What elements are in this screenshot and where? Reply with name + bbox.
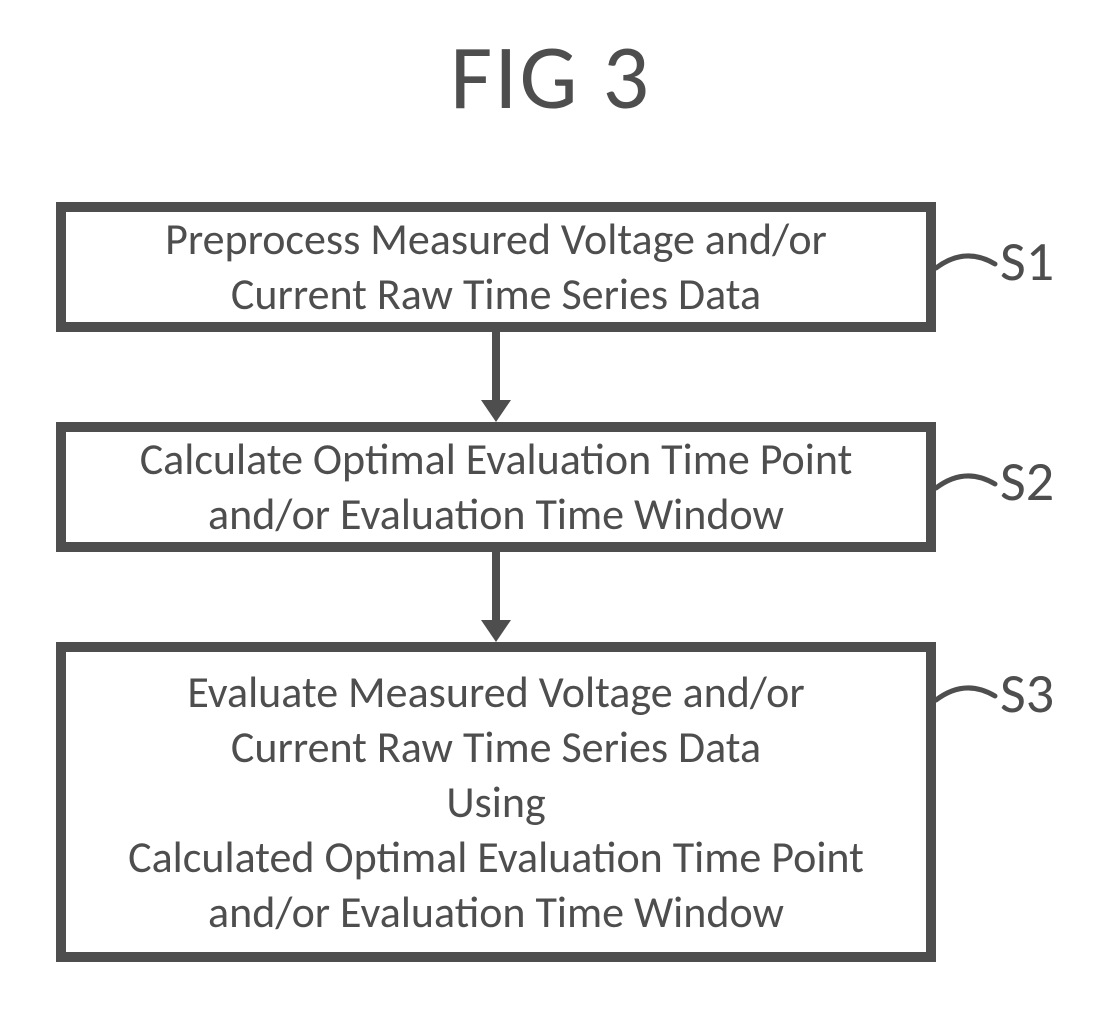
leader-s2-path: [936, 476, 995, 488]
arrow-s2-s3: [479, 552, 513, 642]
step-label-s3: S3: [1000, 660, 1054, 728]
figure-title: FIG 3: [0, 20, 1101, 133]
leader-s2: [932, 462, 999, 492]
arrow-s1-s2: [479, 332, 513, 422]
leader-s1: [932, 242, 999, 272]
flow-step-s3-line2: Current Raw Time Series Data: [231, 720, 761, 775]
flow-step-s2: Calculate Optimal Evaluation Time Point …: [56, 422, 936, 552]
flow-step-s2-line2: and/or Evaluation Time Window: [208, 487, 784, 542]
figure-canvas: FIG 3 Preprocess Measured Voltage and/or…: [0, 0, 1101, 1035]
flow-step-s1-line1: Preprocess Measured Voltage and/or: [165, 212, 827, 267]
step-label-s2: S2: [1000, 448, 1054, 516]
leader-s3: [932, 674, 999, 704]
arrow-s2-s3-head: [481, 620, 511, 642]
flow-step-s1-line2: Current Raw Time Series Data: [231, 267, 761, 322]
leader-s3-path: [936, 688, 995, 700]
flow-step-s3-line3: Using: [446, 775, 545, 830]
flow-step-s3-line5: and/or Evaluation Time Window: [208, 885, 784, 940]
leader-s1-path: [936, 256, 995, 268]
flow-step-s3: Evaluate Measured Voltage and/or Current…: [56, 642, 936, 962]
arrow-s1-s2-head: [481, 400, 511, 422]
step-label-s1: S1: [1000, 228, 1054, 296]
flow-step-s3-line4: Calculated Optimal Evaluation Time Point: [128, 830, 864, 885]
flow-step-s1: Preprocess Measured Voltage and/or Curre…: [56, 202, 936, 332]
flow-step-s3-line1: Evaluate Measured Voltage and/or: [187, 665, 804, 720]
flow-step-s2-line1: Calculate Optimal Evaluation Time Point: [140, 432, 853, 487]
